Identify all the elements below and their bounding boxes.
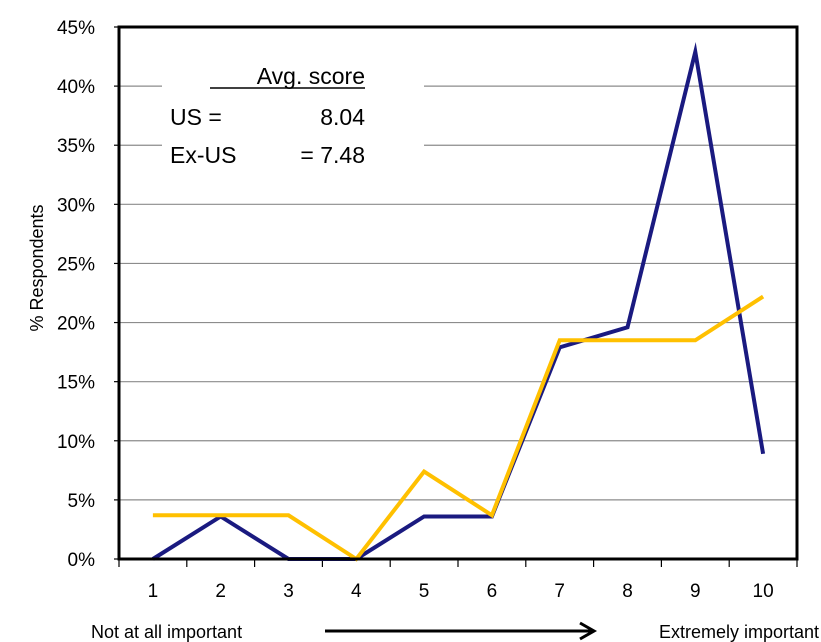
x-tick-label: 5 — [419, 581, 430, 602]
y-tick-label: 5% — [68, 491, 96, 512]
y-tick-label: 0% — [68, 550, 96, 571]
x-axis-right-label: Extremely important — [659, 622, 819, 642]
y-tick-label: 35% — [57, 136, 95, 157]
annotation-us-label: US = — [170, 104, 222, 130]
x-tick-label: 3 — [283, 581, 294, 602]
y-tick-label: 30% — [57, 195, 95, 216]
y-tick-label: 45% — [57, 18, 95, 39]
series-line-us — [151, 41, 766, 561]
y-tick-labels: 0% 5% 10% 15% 20% 25% 30% 35% 40% 45% — [57, 18, 119, 571]
importance-arrow — [325, 621, 598, 641]
annotation-exus-label: Ex-US — [170, 142, 236, 168]
x-tick-label: 2 — [215, 581, 226, 602]
annotation-us-value: 8.04 — [320, 104, 365, 130]
y-tick-label: 20% — [57, 314, 95, 335]
y-axis-label: % Respondents — [27, 204, 47, 331]
y-tick-label: 25% — [57, 254, 95, 275]
annotation-background — [162, 55, 424, 177]
plot-frame — [117, 25, 799, 561]
x-tick-label: 4 — [351, 581, 362, 602]
annotation-exus-value: = 7.48 — [300, 142, 365, 168]
x-tick-label: 8 — [622, 581, 633, 602]
series-lines — [151, 41, 766, 562]
arrow-head-icon — [579, 621, 598, 641]
x-tick-label: 7 — [554, 581, 565, 602]
y-tick-label: 40% — [57, 77, 95, 98]
x-tick-label: 1 — [148, 581, 159, 602]
x-tick-labels: 1 2 3 4 5 6 7 8 9 10 — [118, 559, 798, 602]
series-line-ex-us — [152, 294, 765, 562]
y-tick-label: 10% — [57, 432, 95, 453]
y-tick-label: 15% — [57, 373, 95, 394]
x-tick-label: 10 — [753, 581, 774, 602]
x-tick-label: 9 — [690, 581, 701, 602]
x-tick-label: 6 — [487, 581, 498, 602]
x-axis-left-label: Not at all important — [91, 622, 242, 642]
annotation-header: Avg. score — [257, 63, 365, 89]
avg-score-annotation: Avg. score US = 8.04 Ex-US = 7.48 — [162, 55, 424, 177]
